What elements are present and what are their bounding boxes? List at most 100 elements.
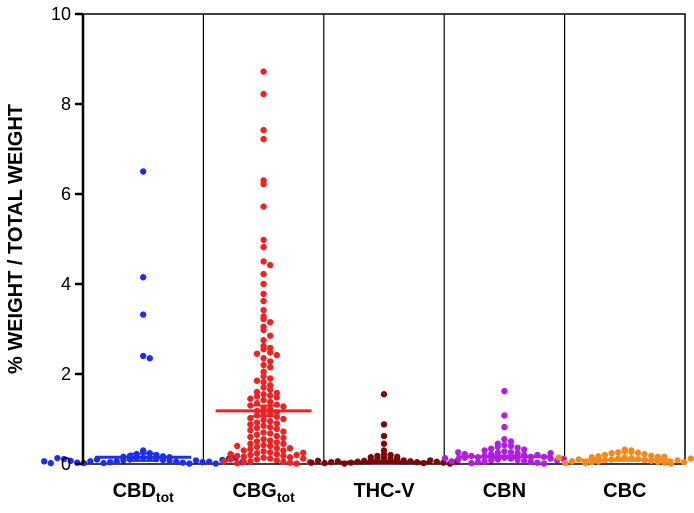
data-point (273, 351, 280, 359)
data-point (267, 261, 274, 269)
data-point (267, 418, 274, 425)
data-point (501, 423, 508, 431)
data-point (267, 455, 274, 462)
data-point (260, 391, 267, 398)
data-point (681, 459, 688, 466)
data-point (267, 442, 274, 450)
data-point (253, 393, 261, 400)
data-point (601, 451, 609, 459)
data-point (687, 455, 694, 462)
y-tick-label: 10 (51, 4, 71, 24)
data-point (648, 452, 655, 460)
data-point (140, 168, 147, 175)
data-point (260, 126, 267, 134)
data-point (286, 445, 294, 452)
data-point (267, 430, 274, 437)
data-point (555, 454, 562, 461)
data-point (146, 355, 153, 362)
data-point (260, 396, 267, 404)
y-tick-label: 8 (61, 94, 71, 114)
data-point (468, 459, 475, 467)
data-point (247, 421, 254, 428)
data-point (234, 442, 241, 450)
data-point (253, 350, 261, 357)
category-subscript: tot (277, 489, 295, 505)
data-point (547, 450, 554, 457)
x-axis-labels: CBDtot CBGtot THC-V CBN CBC (113, 480, 647, 505)
data-point (514, 444, 521, 451)
data-point (494, 443, 501, 451)
data-point (253, 424, 261, 432)
data-point (267, 449, 274, 456)
data-point (140, 274, 147, 281)
data-point (247, 433, 254, 441)
y-tick-label: 0 (61, 454, 71, 474)
data-point (441, 454, 449, 462)
data-point (280, 447, 287, 454)
data-point (280, 415, 287, 423)
data-point (280, 440, 287, 447)
data-point (260, 416, 267, 424)
data-point (253, 419, 261, 426)
data-point (280, 458, 287, 465)
data-point (260, 436, 267, 443)
category-label: THC-V (353, 480, 415, 502)
data-point (247, 440, 254, 447)
data-points (41, 68, 694, 467)
data-point (140, 352, 147, 360)
y-tick-label: 6 (61, 184, 71, 204)
data-point (540, 460, 548, 467)
data-point (166, 457, 173, 465)
data-point (240, 453, 247, 460)
data-point (253, 450, 261, 457)
data-point (140, 311, 147, 318)
data-point (380, 454, 388, 461)
data-point (501, 412, 508, 419)
data-point (267, 332, 274, 339)
data-point (267, 364, 274, 371)
data-point (501, 436, 508, 443)
data-point (293, 451, 300, 459)
data-point (107, 459, 114, 466)
data-point (192, 457, 200, 464)
data-point (481, 458, 488, 465)
data-point (260, 448, 267, 455)
y-tick-label: 2 (61, 364, 71, 384)
data-point (273, 432, 280, 440)
category-label: CBGtot (232, 480, 295, 505)
data-point (267, 437, 274, 444)
y-tick-label: 4 (61, 274, 71, 294)
data-point (674, 457, 681, 464)
data-point (260, 258, 267, 265)
data-point (300, 449, 307, 456)
data-point (621, 448, 628, 455)
data-point (260, 180, 267, 188)
data-point (273, 394, 280, 401)
data-point (273, 450, 280, 458)
data-point (260, 68, 267, 75)
mean-sem-bars (95, 404, 673, 465)
data-point (608, 450, 615, 457)
data-point (380, 432, 388, 440)
data-point (582, 459, 589, 467)
category-name: CBG (232, 480, 276, 502)
data-point (280, 403, 287, 410)
data-point (240, 459, 247, 466)
data-point (212, 460, 219, 467)
data-point (628, 448, 635, 456)
data-point (253, 438, 261, 445)
data-point (47, 459, 54, 467)
category-name: CBC (603, 480, 646, 502)
category-label: CBC (603, 480, 646, 502)
data-point (253, 388, 261, 396)
data-point (267, 319, 274, 326)
data-point (308, 459, 315, 466)
data-point (260, 337, 267, 344)
data-point (260, 384, 267, 391)
data-point (260, 355, 267, 362)
data-point (521, 446, 528, 453)
data-point (641, 450, 648, 458)
data-point (260, 203, 267, 210)
data-point (380, 421, 388, 428)
